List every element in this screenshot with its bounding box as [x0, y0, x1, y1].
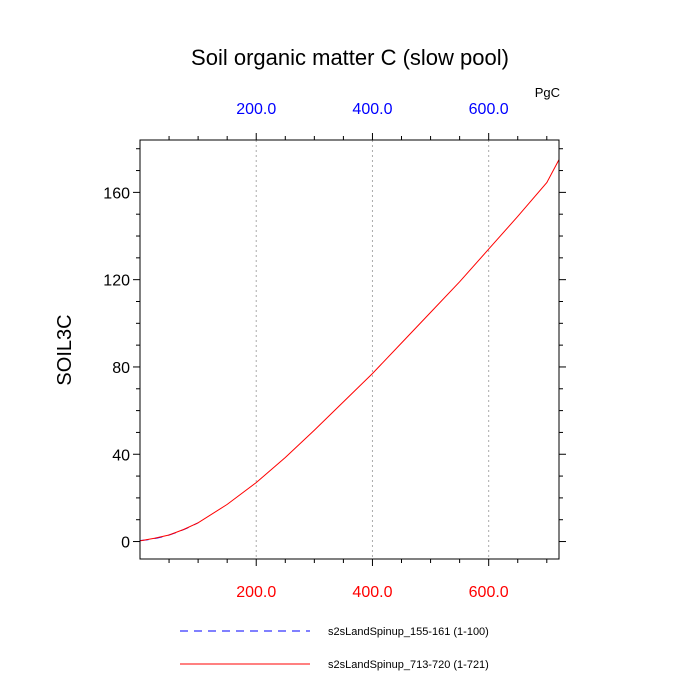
x-tick-label-top: 600.0 — [469, 101, 509, 118]
series-line-2 — [140, 159, 560, 542]
x-tick-label-bottom: 600.0 — [469, 584, 509, 601]
axis-ticks — [133, 133, 566, 566]
series-group — [140, 159, 560, 542]
y-axis-label: SOIL3C — [54, 314, 76, 385]
axis-tick-labels: 0 40 80 120 160 200.0 400.0 600.0 200.0 400.0 600.… — [103, 101, 509, 601]
y-tick-label: 120 — [103, 273, 130, 290]
y-tick-label: 0 — [121, 535, 130, 552]
x-tick-label-top: 400.0 — [352, 101, 392, 118]
plot-frame — [139, 139, 560, 560]
x-tick-label-bottom: 200.0 — [236, 584, 276, 601]
x-tick-label-top: 200.0 — [236, 101, 276, 118]
x-tick-label-bottom: 400.0 — [352, 584, 392, 601]
legend: s2sLandSpinup_155-161 (1-100) s2sLandSpin… — [180, 626, 489, 671]
legend-label-1: s2sLandSpinup_155-161 (1-100) — [328, 626, 489, 638]
legend-label-2: s2sLandSpinup_713-720 (1-721) — [328, 659, 489, 671]
chart-title: Soil organic matter C (slow pool) — [191, 45, 509, 70]
top-axis-unit: PgC — [535, 85, 560, 100]
y-tick-label: 160 — [103, 185, 130, 202]
series-line-1 — [140, 522, 199, 541]
grid-lines — [255, 140, 490, 559]
y-tick-label: 40 — [112, 447, 130, 464]
y-tick-label: 80 — [112, 360, 130, 377]
